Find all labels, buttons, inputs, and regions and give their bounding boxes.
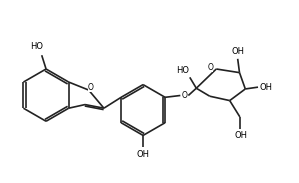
Text: OH: OH bbox=[260, 83, 273, 92]
Text: HO: HO bbox=[30, 42, 43, 51]
Text: OH: OH bbox=[137, 150, 150, 159]
Text: O: O bbox=[208, 63, 213, 72]
Text: O: O bbox=[88, 83, 94, 92]
Text: OH: OH bbox=[231, 47, 244, 56]
Text: OH: OH bbox=[234, 131, 247, 140]
Text: HO: HO bbox=[176, 66, 189, 75]
Text: O: O bbox=[181, 91, 187, 100]
